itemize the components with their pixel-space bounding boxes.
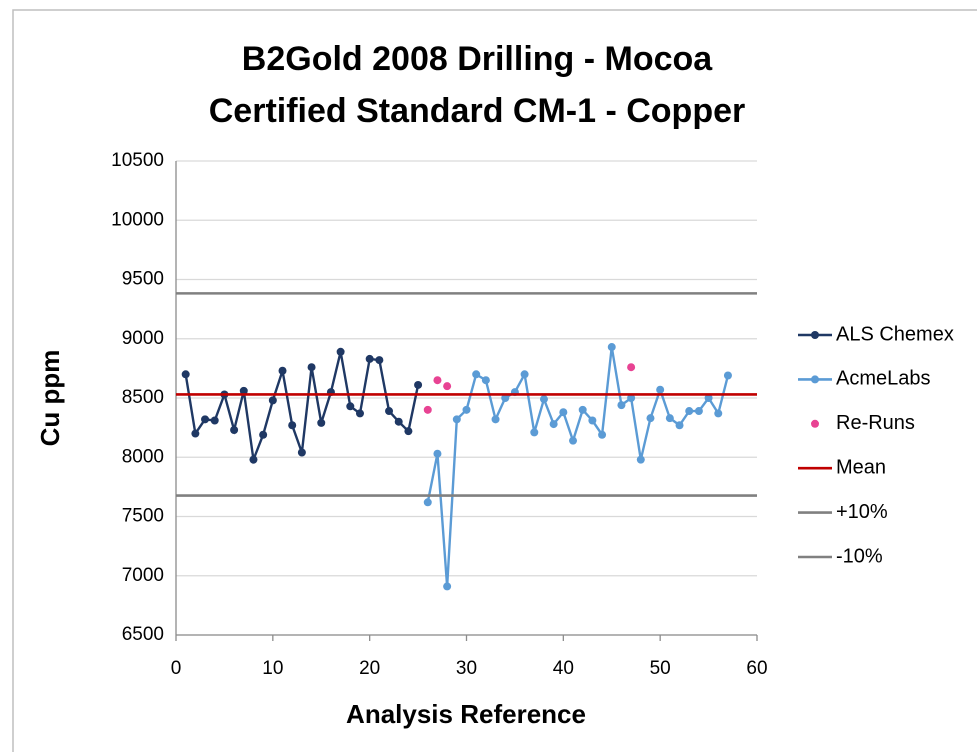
y-tick-label: 8000 — [122, 446, 164, 467]
legend-label: Re-Runs — [836, 412, 915, 434]
data-point — [307, 363, 316, 372]
data-point — [694, 407, 703, 416]
y-tick-label: 7500 — [122, 506, 164, 527]
y-tick-label: 9500 — [122, 269, 164, 290]
legend-marker — [811, 375, 819, 384]
data-point — [443, 582, 452, 591]
data-point — [433, 449, 442, 458]
legend-marker — [811, 331, 819, 339]
data-point — [714, 409, 723, 418]
y-tick-label: 10500 — [111, 150, 164, 171]
data-point — [288, 421, 297, 430]
x-tick-label: 20 — [359, 658, 380, 679]
legend-marker — [811, 419, 819, 428]
data-point — [336, 347, 345, 356]
data-point — [588, 416, 597, 425]
data-point — [181, 370, 190, 379]
x-tick-label: 10 — [262, 658, 283, 679]
data-point — [685, 407, 694, 416]
x-tick-label: 0 — [171, 658, 182, 679]
data-point — [491, 415, 500, 424]
data-point — [481, 376, 490, 385]
legend-label: -10% — [836, 545, 883, 567]
data-point — [385, 407, 394, 416]
data-point — [375, 356, 384, 365]
x-tick-label: 60 — [746, 658, 767, 679]
data-point — [704, 394, 713, 402]
data-point — [627, 363, 636, 372]
data-point — [423, 498, 432, 507]
data-point — [452, 415, 461, 424]
data-point — [201, 415, 210, 424]
y-tick-label: 9000 — [122, 328, 164, 349]
data-point — [530, 428, 539, 437]
x-tick-label: 40 — [553, 658, 574, 679]
chart-title: B2Gold 2008 Drilling - Mocoa — [242, 40, 714, 78]
data-point — [433, 376, 442, 385]
data-point — [278, 366, 287, 375]
data-point — [210, 416, 219, 425]
y-axis-title: Cu ppm — [35, 350, 65, 447]
data-point — [404, 427, 413, 436]
data-point — [656, 385, 665, 394]
data-point — [559, 408, 568, 417]
chart-subtitle: Certified Standard CM-1 - Copper — [209, 92, 745, 130]
data-point — [394, 417, 403, 426]
data-point — [346, 402, 355, 411]
data-point — [268, 396, 277, 405]
y-tick-label: 10000 — [111, 209, 164, 230]
data-point — [539, 395, 548, 404]
y-tick-label: 6500 — [122, 624, 164, 645]
data-point — [249, 455, 258, 464]
data-point — [617, 401, 626, 410]
data-point — [501, 394, 510, 402]
data-point — [230, 425, 239, 434]
data-point — [365, 354, 374, 363]
data-point — [462, 405, 471, 414]
data-point — [414, 380, 423, 389]
legend-label: AcmeLabs — [836, 368, 931, 390]
data-point — [472, 370, 481, 379]
data-point — [259, 430, 268, 439]
data-point — [578, 405, 587, 414]
x-tick-label: 50 — [650, 658, 671, 679]
data-point — [636, 455, 645, 464]
data-point — [627, 394, 636, 402]
legend-label: +10% — [836, 501, 888, 523]
x-axis-title: Analysis Reference — [346, 699, 586, 729]
data-point — [355, 409, 364, 418]
data-point — [675, 421, 684, 430]
data-point — [549, 420, 558, 429]
data-point — [239, 386, 248, 395]
data-point — [520, 370, 529, 379]
data-point — [646, 414, 655, 423]
y-tick-label: 7000 — [122, 565, 164, 586]
data-point — [443, 382, 452, 391]
data-point — [423, 405, 432, 414]
data-point — [191, 429, 200, 438]
data-point — [665, 414, 674, 423]
data-point — [723, 371, 732, 380]
data-point — [607, 343, 616, 352]
data-point — [569, 436, 578, 445]
data-point — [317, 418, 326, 427]
data-point — [297, 448, 306, 457]
y-tick-label: 8500 — [122, 387, 164, 408]
x-tick-label: 30 — [456, 658, 477, 679]
legend-label: Mean — [836, 456, 886, 478]
legend-label: ALS Chemex — [836, 323, 954, 345]
data-point — [598, 430, 607, 439]
